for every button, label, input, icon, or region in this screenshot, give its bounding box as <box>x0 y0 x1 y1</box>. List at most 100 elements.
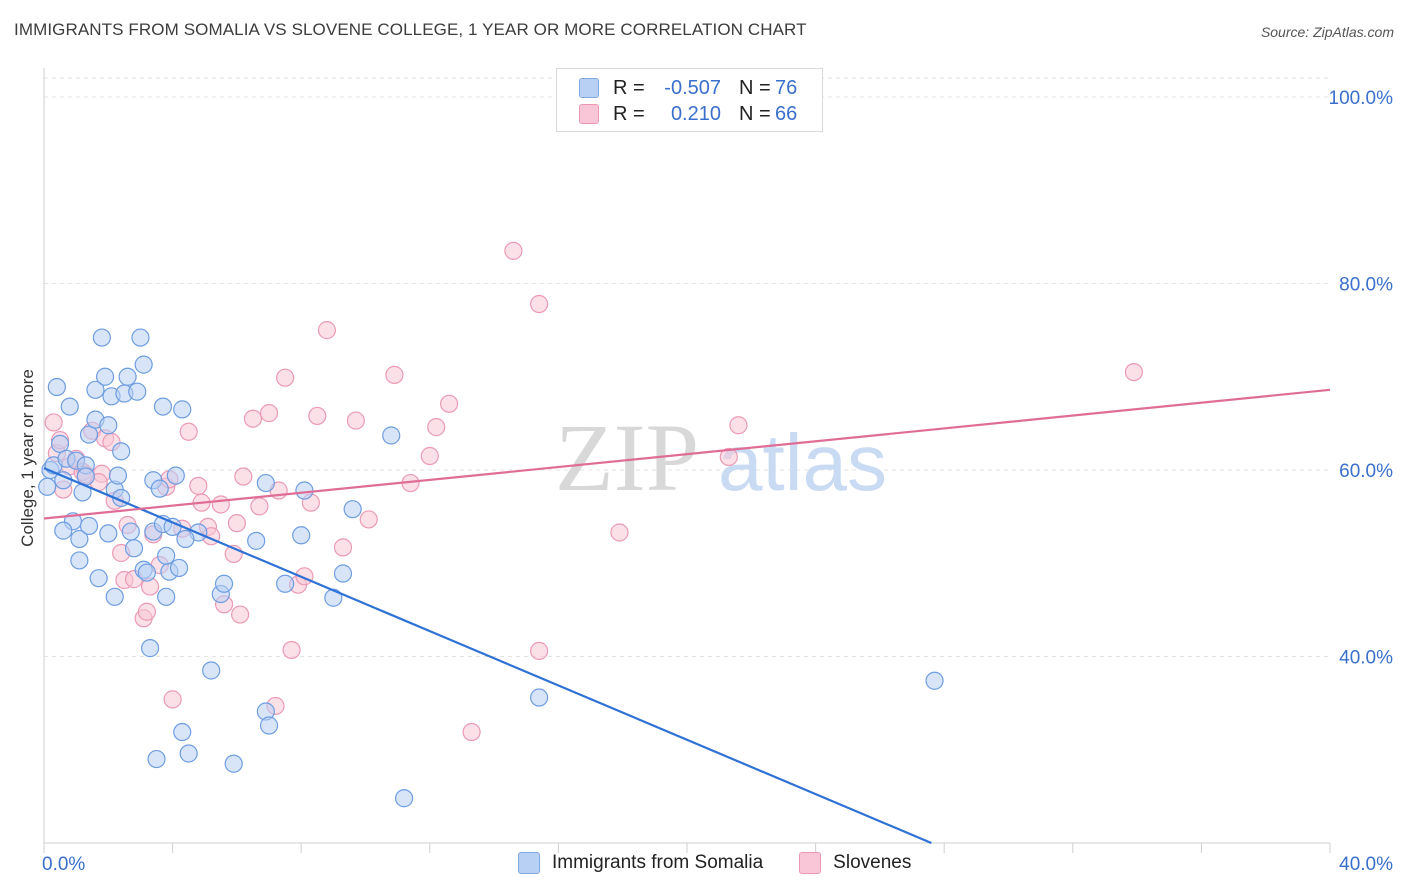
x-tick-label: 0.0% <box>42 854 85 875</box>
data-point <box>44 413 63 432</box>
data-point <box>118 367 137 386</box>
data-point <box>227 514 246 533</box>
legend-r-value: -0.507 <box>664 76 721 99</box>
data-point <box>189 476 208 495</box>
data-point <box>530 688 549 707</box>
data-point <box>169 558 189 578</box>
data-point <box>247 531 266 550</box>
data-point <box>92 328 111 347</box>
series-label: Slovenes <box>833 852 912 873</box>
data-point <box>420 446 439 466</box>
data-point <box>179 422 198 441</box>
data-point <box>79 516 99 536</box>
data-point <box>308 406 327 426</box>
data-point <box>86 380 105 399</box>
data-point <box>179 744 198 763</box>
data-point <box>89 569 108 588</box>
watermark-zip: ZIP <box>555 404 699 511</box>
data-point <box>147 749 166 769</box>
data-point <box>256 473 275 493</box>
data-point <box>333 564 353 583</box>
legend-r-value: 0.210 <box>670 102 721 125</box>
data-point <box>234 467 253 486</box>
data-point <box>54 521 73 540</box>
correlation-legend: R = -0.507 N = 76 R = 0.210 N = 66 <box>556 68 823 132</box>
legend-n-label: N = <box>739 76 771 99</box>
data-point <box>38 477 57 496</box>
data-point <box>211 495 230 514</box>
series-swatch-blue <box>518 852 540 874</box>
data-point <box>276 574 295 593</box>
series-label: Immigrants from Somalia <box>552 852 764 873</box>
series-legend-slovenes[interactable]: Slovenes <box>799 852 911 874</box>
data-point <box>504 241 523 260</box>
data-point <box>70 551 89 570</box>
data-point <box>99 524 118 543</box>
data-point <box>134 355 153 374</box>
data-point <box>47 377 66 397</box>
data-point <box>462 722 481 742</box>
series-legend-somalia[interactable]: Immigrants from Somalia <box>518 852 763 874</box>
data-point <box>394 789 414 808</box>
data-point <box>202 661 221 680</box>
data-point <box>128 382 147 401</box>
series-legend: Immigrants from Somalia Slovenes <box>518 852 947 874</box>
data-point <box>140 639 160 658</box>
data-point <box>282 640 301 660</box>
legend-row-slovenes: R = 0.210 N = 66 <box>579 101 797 127</box>
data-point <box>70 529 89 549</box>
legend-r-label: R = <box>613 76 645 99</box>
data-point <box>243 409 263 428</box>
data-point <box>95 367 115 386</box>
x-tick-label: 40.0% <box>1339 854 1393 875</box>
legend-swatch-pink <box>579 104 599 124</box>
data-point <box>150 479 169 498</box>
data-point <box>112 442 131 461</box>
watermark-atlas: atlas <box>718 418 887 507</box>
data-point <box>173 722 192 742</box>
legend-n-value: 66 <box>775 102 798 125</box>
data-point <box>131 328 150 347</box>
data-point <box>137 602 156 621</box>
data-point <box>137 563 156 582</box>
data-point <box>231 605 250 624</box>
data-point <box>1124 362 1143 382</box>
y-tick-label: 60.0% <box>1339 461 1393 482</box>
data-point <box>346 411 365 430</box>
legend-swatch-blue <box>579 78 599 98</box>
legend-r-label: R = <box>613 102 645 125</box>
data-point <box>439 394 459 413</box>
data-point <box>99 416 118 435</box>
data-point <box>295 481 314 500</box>
source-label: Source: ZipAtlas.com <box>1260 24 1394 40</box>
data-point <box>925 671 944 690</box>
data-point <box>259 404 279 423</box>
data-point <box>317 321 337 340</box>
trend-line-somalia <box>43 467 932 845</box>
data-point <box>359 510 378 529</box>
data-point <box>250 497 269 516</box>
legend-n-value: 76 <box>775 76 798 99</box>
data-point <box>530 294 549 314</box>
data-point <box>224 754 243 773</box>
data-point <box>105 587 124 606</box>
chart-title: IMMIGRANTS FROM SOMALIA VS SLOVENE COLLE… <box>14 20 807 39</box>
data-point <box>214 574 234 593</box>
legend-row-somalia: R = -0.507 N = 76 <box>579 75 797 101</box>
data-point <box>121 522 140 541</box>
data-point <box>173 400 192 419</box>
data-point <box>427 418 446 437</box>
y-tick-label: 100.0% <box>1329 88 1394 109</box>
data-point <box>259 716 279 735</box>
data-point <box>385 365 404 384</box>
data-point <box>157 546 176 565</box>
data-point <box>60 397 79 416</box>
legend-n-label: N = <box>739 102 771 125</box>
series-swatch-pink <box>799 852 822 874</box>
data-point <box>719 447 738 467</box>
data-point <box>382 426 401 445</box>
data-point <box>166 466 185 485</box>
data-point <box>610 523 629 542</box>
data-point <box>157 587 176 606</box>
